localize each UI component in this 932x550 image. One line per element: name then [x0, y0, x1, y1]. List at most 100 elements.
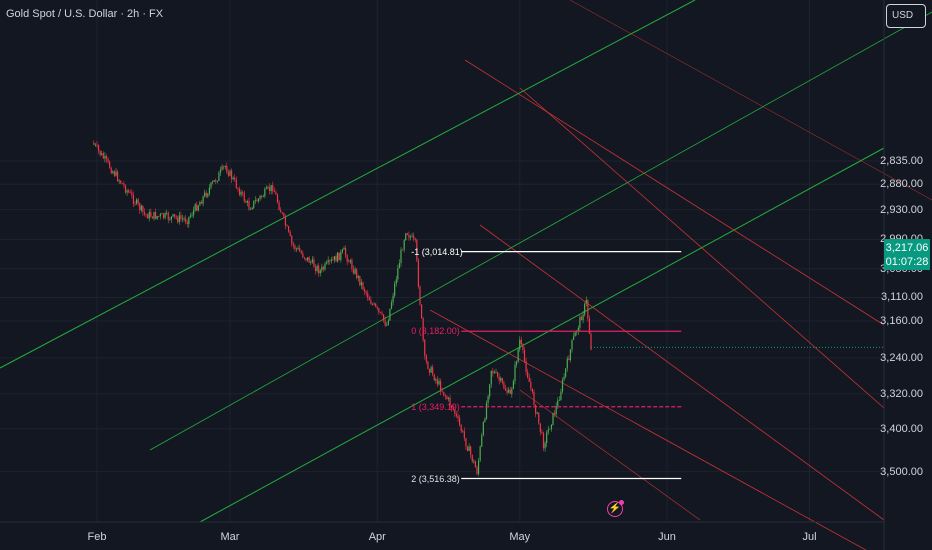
candle [322, 266, 325, 270]
candle [186, 222, 188, 225]
candle [520, 339, 522, 345]
candle [536, 412, 538, 414]
candle [356, 269, 358, 278]
candle [99, 150, 101, 155]
candle [156, 216, 158, 219]
candle [390, 302, 393, 309]
candle [531, 388, 534, 392]
candle [579, 316, 581, 328]
candle [153, 211, 155, 219]
candle [420, 304, 423, 319]
channel-line [464, 59, 885, 326]
candle [370, 300, 372, 305]
candle [382, 314, 385, 321]
candle [93, 142, 95, 145]
candle [272, 185, 274, 192]
candle [468, 446, 470, 451]
candle [541, 431, 543, 434]
candle [413, 235, 415, 239]
candle [398, 263, 401, 269]
candle [303, 257, 306, 259]
candle [451, 405, 453, 409]
candle [129, 192, 131, 194]
candle [232, 177, 234, 180]
candle [367, 293, 369, 299]
candle [417, 260, 420, 287]
candle [338, 252, 340, 261]
candle [291, 236, 293, 244]
candle [112, 171, 114, 174]
channel-line [479, 224, 885, 521]
candle [432, 367, 434, 375]
candle [189, 215, 192, 217]
candle [251, 207, 253, 209]
candle [310, 262, 312, 264]
candle [481, 435, 483, 447]
candle [287, 226, 290, 232]
candle [519, 339, 521, 350]
candle [571, 339, 573, 350]
lightning-alert-icon[interactable]: ⚡ [607, 500, 624, 517]
candle [496, 372, 499, 377]
candle [215, 180, 217, 182]
candle [430, 367, 432, 373]
candle [270, 185, 272, 192]
candle [546, 432, 548, 444]
candle [245, 201, 247, 203]
candle [525, 360, 527, 372]
channel-line [519, 389, 701, 521]
candle [213, 180, 215, 182]
candle [408, 234, 410, 238]
candle [294, 245, 296, 249]
candle [397, 268, 399, 280]
candle [330, 259, 332, 262]
candle [349, 260, 351, 263]
time-tick: May [509, 531, 531, 543]
candle [321, 266, 323, 271]
candle [493, 372, 496, 374]
candle [147, 214, 149, 219]
candle [462, 431, 464, 432]
candle [447, 397, 450, 399]
candle [375, 303, 377, 307]
candle [542, 433, 545, 449]
candle [97, 145, 100, 151]
candle [452, 408, 454, 410]
candle [568, 358, 570, 361]
candle [503, 382, 505, 389]
candle [158, 216, 160, 217]
candle [371, 304, 374, 306]
candle [544, 443, 546, 449]
candle [506, 390, 508, 393]
price-tick: 3,110.00 [880, 291, 923, 304]
candle [302, 253, 304, 258]
candle [211, 181, 214, 183]
candle [281, 212, 283, 214]
price-tick: 2,880.00 [880, 178, 923, 191]
candle [318, 265, 320, 274]
price-tick: 3,160.00 [880, 314, 923, 327]
currency-selector[interactable]: USD [886, 4, 926, 28]
candle [547, 429, 549, 433]
candle [297, 248, 299, 249]
candle [113, 171, 116, 176]
channel-line [569, 0, 932, 201]
candle [454, 409, 456, 415]
candle [128, 190, 130, 193]
candle [102, 153, 104, 159]
candle [557, 400, 559, 406]
candle [188, 216, 190, 225]
candle [386, 324, 388, 326]
candle [235, 179, 237, 188]
candle [533, 391, 535, 406]
candle [316, 265, 318, 271]
candle [419, 286, 421, 305]
candle [253, 200, 255, 208]
candle [569, 349, 572, 361]
candle [534, 405, 537, 414]
candle [329, 260, 331, 262]
candle [234, 177, 236, 180]
candle [295, 248, 298, 250]
candle [333, 256, 336, 260]
